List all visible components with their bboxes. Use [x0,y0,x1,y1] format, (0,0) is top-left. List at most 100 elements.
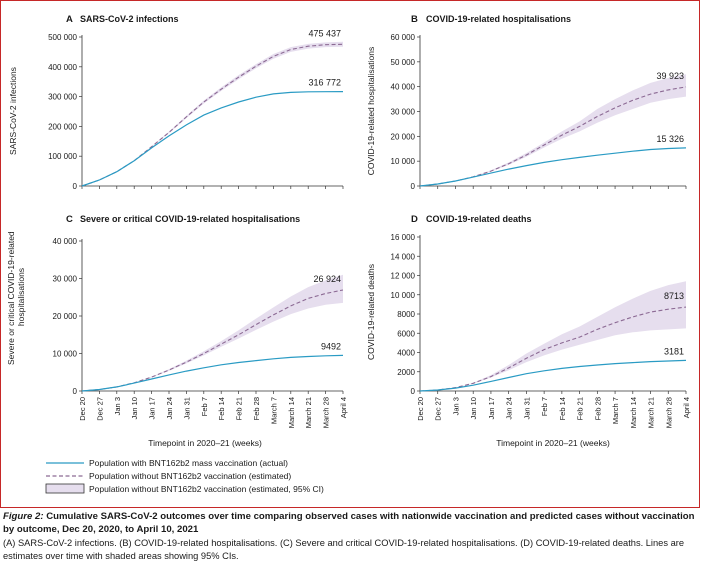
y-tick-label: 20 000 [391,132,416,141]
x-tick-label: Dec 27 [434,397,443,421]
y-tick-label: 2000 [397,368,415,377]
y-tick-label: 14 000 [391,252,416,261]
panel-d-title: COVID-19-related deaths [426,214,532,224]
caption-figure-label: Figure 2: [3,511,44,522]
y-tick-label: 8000 [397,310,415,319]
panel-d-xlabel: Timepoint in 2020–21 (weeks) [496,438,610,448]
panel-c-letter: C [66,214,73,225]
x-tick-label: Feb 14 [217,397,226,420]
panel-a: A SARS-CoV-2 infections SARS-CoV-2 infec… [8,14,344,191]
x-tick-label: March 21 [304,397,313,428]
y-tick-label: 10 000 [391,157,416,166]
y-tick-label: 300 000 [48,93,77,102]
panel-a-letter: A [66,14,73,25]
x-tick-label: Dec 27 [95,397,104,421]
y-tick-label: 50 000 [391,58,416,67]
caption-body: (A) SARS-CoV-2 infections. (B) COVID-19-… [3,538,685,561]
panel-b: B COVID-19-related hospitalisations COVI… [366,14,687,191]
end-label-actual: 3181 [664,346,684,356]
x-tick-label: Feb 21 [576,397,585,420]
x-tick-label: Feb 7 [540,397,549,416]
legend-ci-swatch [45,483,85,494]
panel-a-ylabel: SARS-CoV-2 infections [8,67,18,155]
x-tick-label: Feb 7 [200,397,209,416]
end-label-estimated: 39 923 [656,71,684,81]
legend-estimated-label: Population without BNT162b2 vaccination … [89,471,291,481]
legend-ci-label: Population without BNT162b2 vaccination … [89,484,324,494]
end-label-estimated: 26 924 [313,274,341,284]
y-tick-label: 60 000 [391,33,416,42]
x-tick-label: Jan 10 [130,397,139,420]
panel-c-ylabel: Severe or critical COVID-19-related hosp… [6,229,26,365]
panel-a-title: SARS-CoV-2 infections [80,14,179,24]
estimated-line [81,43,344,187]
panel-b-title: COVID-19-related hospitalisations [426,14,571,24]
panel-c: C Severe or critical COVID-19-related ho… [6,214,348,448]
y-tick-label: 20 000 [53,312,78,321]
legend: Population with BNT162b2 mass vaccinatio… [45,458,324,494]
y-tick-label: 30 000 [53,275,78,284]
panel-d-letter: D [411,214,418,225]
x-tick-label: Feb 21 [235,397,244,420]
panel-a-plot: 0 100 000 200 000 300 000 400 000 500 000 475 … [48,28,344,191]
panel-c-ylabel-line1: Severe or critical COVID-19-related [6,231,16,365]
estimated-line [419,86,687,187]
y-tick-label: 400 000 [48,63,77,72]
end-label-actual: 316 772 [308,78,341,88]
panel-c-xlabel: Timepoint in 2020–21 (weeks) [148,438,262,448]
x-tick-label: Jan 17 [487,397,496,420]
y-tick-label: 40 000 [53,237,78,246]
y-tick-label: 200 000 [48,122,77,131]
y-tick-label: 30 000 [391,108,416,117]
estimated-line [81,289,344,392]
end-label-actual: 9492 [321,341,341,351]
x-tick-label: March 7 [269,397,278,424]
ci-band [420,74,686,186]
x-tick-label: April 4 [682,397,691,418]
x-tick-label: March 14 [287,397,296,428]
panel-b-plot: 0 10 000 20 000 30 000 40 000 50 000 60 000 39 … [391,33,687,191]
legend-actual-label: Population with BNT162b2 mass vaccinatio… [89,458,288,468]
x-tick-label: March 28 [664,397,673,428]
estimated-line [419,306,687,392]
x-tick-label: Jan 3 [113,397,122,415]
x-tick-label: April 4 [339,397,348,418]
panel-d: D COVID-19-related deaths COVID-19-relat… [366,214,691,448]
actual-line [419,359,687,392]
figure-frame [0,0,700,508]
actual-line [81,354,344,392]
figure-charts: A SARS-CoV-2 infections SARS-CoV-2 infec… [6,14,691,494]
ci-band [420,281,686,391]
y-tick-label: 6000 [397,329,415,338]
x-tick-label: Jan 17 [148,397,157,420]
x-tick-label: Jan 31 [522,397,531,420]
actual-line [419,147,687,187]
ci-band [82,274,343,391]
y-tick-label: 0 [73,387,78,396]
end-label-estimated: 8713 [664,291,684,301]
panel-b-ylabel: COVID-19-related hospitalisations [366,47,376,176]
actual-line [81,91,344,187]
x-tick-label: Feb 28 [252,397,261,420]
panel-c-ylabel-line2: hospitalisations [16,268,26,326]
x-tick-label: March 21 [647,397,656,428]
caption-title: Cumulative SARS-CoV-2 outcomes over time… [3,511,695,535]
x-tick-label: Feb 28 [593,397,602,420]
end-label-actual: 15 326 [656,134,684,144]
y-tick-label: 10 000 [53,350,78,359]
y-tick-label: 4000 [397,349,415,358]
panel-d-ylabel: COVID-19-related deaths [366,264,376,360]
y-tick-label: 40 000 [391,83,416,92]
y-tick-label: 12 000 [391,272,416,281]
panel-c-title: Severe or critical COVID-19-related hosp… [80,214,300,224]
figure-caption: Figure 2: Cumulative SARS-CoV-2 outcomes… [3,510,699,563]
x-tick-label: Jan 10 [469,397,478,420]
x-tick-label: Jan 24 [505,397,514,420]
panel-d-plot: 0 2000 4000 6000 8000 10 000 12 000 14 000 16 00… [391,233,691,428]
y-tick-label: 0 [73,182,78,191]
x-tick-label: March 7 [611,397,620,424]
y-tick-label: 100 000 [48,152,77,161]
panel-c-plot: 0 10 000 20 000 30 000 40 000 Dec 20 Dec 27 Jan… [53,237,348,428]
x-tick-label: March 14 [629,397,638,428]
y-tick-label: 10 000 [391,291,416,300]
